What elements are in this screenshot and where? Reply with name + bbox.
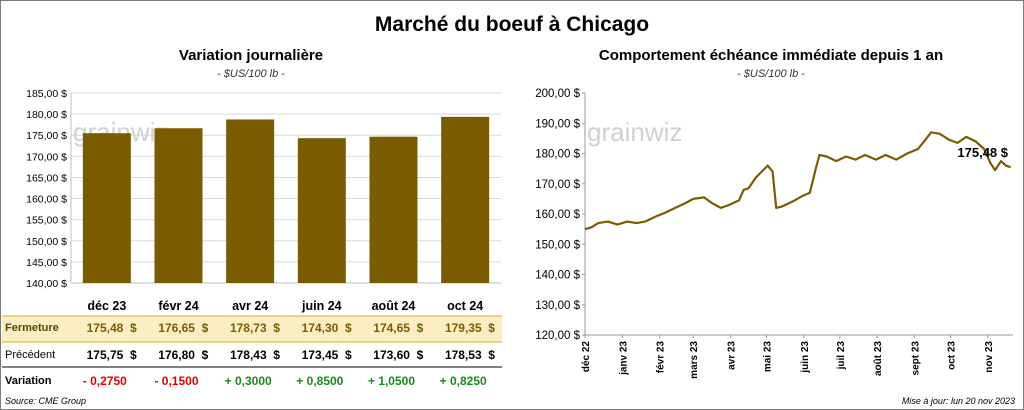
row-label-variation: Variation bbox=[5, 375, 52, 387]
category-label-0: déc 23 bbox=[87, 299, 126, 313]
precedent-cell-1: 176,80 $ bbox=[158, 348, 209, 362]
variation-cell-4: + 1,0500 bbox=[367, 374, 415, 388]
right-y-tick-label: 160,00 $ bbox=[535, 209, 580, 221]
left-chart-title: Variation journalière bbox=[178, 47, 324, 64]
variation-cell-1: - 0,1500 bbox=[154, 374, 199, 388]
left-y-tick-label: 165,00 $ bbox=[26, 172, 67, 184]
right-x-tick-label-6: juin 23 bbox=[800, 341, 811, 374]
category-label-1: févr 24 bbox=[158, 299, 198, 313]
fermeture-cell-1: 176,65 $ bbox=[158, 321, 209, 335]
right-y-tick-label: 170,00 $ bbox=[535, 179, 580, 191]
fermeture-row-bg bbox=[2, 316, 502, 342]
left-y-tick-label: 145,00 $ bbox=[26, 257, 67, 269]
right-y-tick-label: 130,00 $ bbox=[535, 300, 580, 312]
bar-1 bbox=[154, 128, 203, 283]
right-x-tick-label-11: nov 23 bbox=[984, 341, 995, 373]
right-x-tick-label-3: mars 23 bbox=[689, 341, 700, 379]
bar-0 bbox=[82, 133, 131, 283]
right-y-tick-label: 150,00 $ bbox=[535, 239, 580, 251]
right-line-chart: 120,00 $ 130,00 $ 140,00 $ 150,00 $ 160,00 $… bbox=[535, 88, 1013, 379]
left-y-tick-label: 180,00 $ bbox=[26, 109, 67, 121]
right-x-tick-label-10: oct 23 bbox=[946, 341, 957, 370]
precedent-cell-4: 173,60 $ bbox=[373, 348, 424, 362]
right-x-tick-label-5: mai 23 bbox=[763, 341, 774, 373]
right-x-tick-label-0: déc 22 bbox=[581, 341, 592, 373]
left-y-tick-label: 170,00 $ bbox=[26, 151, 67, 163]
right-x-tick-label-7: juil 23 bbox=[836, 341, 847, 371]
right-chart-unit: - $US/100 lb - bbox=[737, 68, 805, 80]
right-y-tick-label: 190,00 $ bbox=[535, 118, 580, 130]
left-y-tick-label: 160,00 $ bbox=[26, 194, 67, 206]
category-label-5: oct 24 bbox=[447, 299, 483, 313]
variation-cell-5: + 0,8250 bbox=[439, 374, 487, 388]
table-background bbox=[2, 315, 502, 368]
variation-cell-3: + 0,8500 bbox=[296, 374, 344, 388]
last-value-label: 175,48 $ bbox=[957, 145, 1008, 160]
category-label-4: août 24 bbox=[372, 299, 416, 313]
right-y-tick-label: 140,00 $ bbox=[535, 270, 580, 282]
bar-5 bbox=[441, 116, 490, 283]
bar-2 bbox=[226, 119, 275, 284]
fermeture-cell-2: 178,73 $ bbox=[229, 321, 280, 335]
right-y-tick-label: 120,00 $ bbox=[535, 330, 580, 342]
bar-3 bbox=[297, 138, 346, 283]
price-series-line bbox=[584, 131, 1011, 231]
right-x-tick-label-2: févr 23 bbox=[656, 341, 667, 374]
precedent-cell-2: 178,43 $ bbox=[229, 348, 280, 362]
left-y-tick-label: 185,00 $ bbox=[26, 88, 67, 100]
fermeture-cell-4: 174,65 $ bbox=[373, 321, 424, 335]
fermeture-cell-0: 175,48 $ bbox=[86, 321, 137, 335]
variation-cell-0: - 0,2750 bbox=[82, 374, 127, 388]
right-x-tick-label-9: sept 23 bbox=[910, 341, 921, 376]
precedent-cell-5: 178,53 $ bbox=[444, 348, 495, 362]
right-chart-title: Comportement échéance immédiate depuis 1… bbox=[598, 47, 944, 64]
right-x-tick-label-1: janv 23 bbox=[618, 341, 629, 376]
category-label-2: avr 24 bbox=[232, 299, 268, 313]
fermeture-cell-5: 179,35 $ bbox=[444, 321, 495, 335]
category-label-3: juin 24 bbox=[301, 299, 342, 313]
precedent-cell-3: 173,45 $ bbox=[301, 348, 352, 362]
right-y-tick-label: 180,00 $ bbox=[535, 149, 580, 161]
right-x-tick-label-8: août 23 bbox=[873, 341, 884, 376]
page-title: Marché du boeuf à Chicago bbox=[374, 13, 650, 36]
precedent-cell-0: 175,75 $ bbox=[86, 348, 137, 362]
row-label-precedent: Précédent bbox=[5, 349, 56, 361]
source-note: Source: CME Group bbox=[5, 396, 87, 406]
row-label-fermeture: Fermeture bbox=[5, 322, 59, 334]
left-y-tick-label: 155,00 $ bbox=[26, 215, 67, 227]
watermark-right: grainwiz bbox=[587, 117, 682, 147]
right-x-tick-label-4: avr 23 bbox=[726, 341, 737, 370]
update-note: Mise à jour: lun 20 nov 2023 bbox=[901, 396, 1015, 406]
left-bar-chart: 140,00 $ 145,00 $ 150,00 $ 155,00 $ 160,00 $… bbox=[26, 88, 501, 313]
fermeture-cell-3: 174,30 $ bbox=[301, 321, 352, 335]
bar-4 bbox=[369, 136, 418, 283]
left-y-tick-label: 140,00 $ bbox=[26, 278, 67, 290]
right-y-tick-label: 200,00 $ bbox=[535, 88, 580, 100]
left-y-tick-label: 150,00 $ bbox=[26, 236, 67, 248]
left-chart-unit: - $US/100 lb - bbox=[217, 68, 285, 80]
left-y-tick-label: 175,00 $ bbox=[26, 130, 67, 142]
variation-cell-2: + 0,3000 bbox=[224, 374, 272, 388]
